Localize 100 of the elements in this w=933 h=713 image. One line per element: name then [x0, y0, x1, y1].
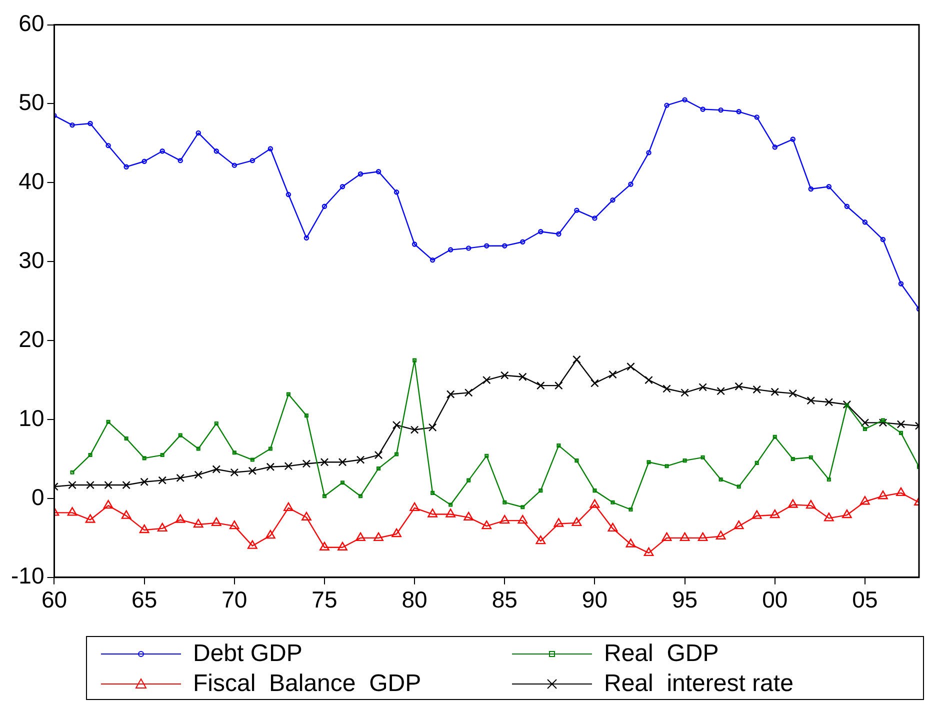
point	[808, 186, 814, 192]
point	[772, 144, 778, 150]
point	[247, 540, 258, 549]
point	[466, 478, 471, 482]
point	[302, 460, 311, 468]
point	[428, 423, 437, 432]
point	[680, 388, 689, 397]
x-tick-label: 05	[852, 586, 878, 613]
point	[878, 490, 888, 500]
point	[142, 456, 146, 460]
point	[718, 107, 724, 113]
x-tick-label: 95	[672, 586, 698, 613]
point	[772, 434, 777, 439]
point	[536, 535, 546, 544]
point	[230, 468, 239, 477]
point	[500, 514, 510, 524]
point	[121, 510, 132, 519]
point	[160, 148, 165, 154]
point	[806, 500, 816, 509]
point	[358, 171, 364, 177]
point	[320, 542, 330, 550]
point	[356, 456, 365, 464]
point	[646, 460, 651, 464]
point	[538, 229, 544, 234]
point	[842, 509, 852, 518]
point	[428, 508, 438, 518]
point	[430, 490, 435, 495]
point	[824, 512, 834, 522]
point	[628, 182, 634, 187]
point	[860, 418, 870, 427]
point	[304, 414, 308, 418]
point	[482, 376, 491, 384]
legend-label: Real GDP	[604, 639, 719, 669]
point	[680, 532, 690, 542]
point	[374, 532, 384, 542]
point	[502, 500, 507, 504]
point	[754, 460, 759, 465]
point	[718, 477, 723, 482]
point	[626, 538, 636, 548]
y-tick-label: 50	[18, 89, 44, 116]
point	[430, 257, 436, 263]
point	[103, 500, 114, 509]
point	[394, 452, 399, 456]
x-tick-label: 75	[312, 586, 338, 613]
point	[898, 281, 904, 286]
point	[410, 502, 420, 512]
point	[734, 382, 743, 390]
point	[572, 517, 582, 526]
point	[284, 462, 293, 470]
point	[896, 420, 906, 428]
point	[284, 502, 294, 512]
point	[716, 530, 726, 540]
point	[158, 476, 166, 484]
point	[788, 389, 798, 398]
point	[338, 458, 347, 466]
point	[520, 505, 525, 510]
point	[68, 480, 76, 490]
point	[518, 372, 527, 382]
point	[484, 243, 490, 248]
point	[302, 512, 312, 521]
point	[358, 494, 363, 498]
point	[394, 190, 400, 195]
point	[376, 466, 381, 470]
point	[376, 169, 382, 174]
y-tick-label: 30	[18, 246, 44, 273]
point	[374, 450, 383, 460]
legend-label: Real interest rate	[604, 669, 794, 699]
point	[88, 120, 93, 126]
y-tick-label: 10	[18, 404, 44, 431]
legend-label: Fiscal Balance GDP	[193, 669, 422, 699]
point	[896, 487, 906, 496]
point	[736, 484, 741, 489]
point	[322, 204, 328, 209]
point	[122, 480, 130, 490]
point	[338, 542, 348, 550]
point	[464, 512, 474, 521]
point	[790, 456, 795, 461]
point	[448, 502, 453, 507]
point	[610, 197, 616, 203]
point	[682, 458, 687, 463]
point	[194, 470, 203, 479]
point	[412, 358, 417, 362]
point	[628, 507, 633, 512]
point	[124, 164, 129, 170]
y-tick-label: 40	[18, 168, 44, 194]
point	[700, 455, 705, 460]
point	[70, 470, 74, 474]
point	[538, 488, 543, 493]
point	[196, 130, 201, 136]
point	[716, 386, 725, 396]
point	[590, 499, 600, 508]
point	[157, 522, 168, 532]
point	[266, 530, 276, 539]
point	[644, 376, 653, 384]
point	[844, 403, 849, 408]
point	[446, 508, 456, 518]
point	[554, 381, 563, 390]
point	[590, 379, 599, 388]
point	[340, 480, 345, 485]
point	[664, 464, 669, 468]
